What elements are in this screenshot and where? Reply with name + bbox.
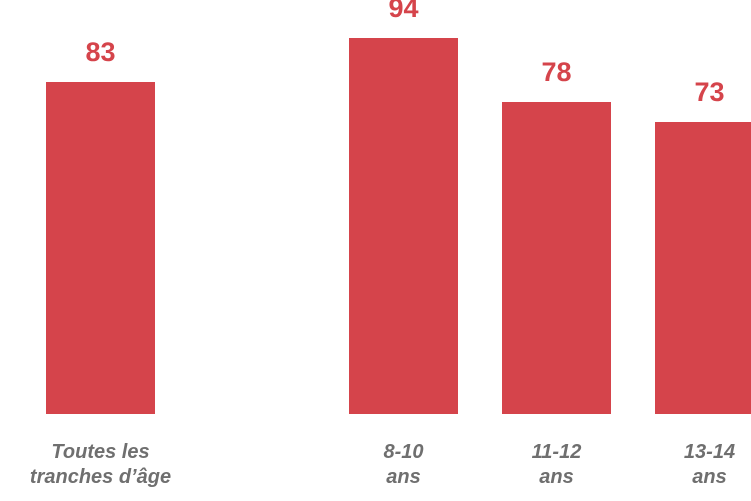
category-label-13-14: 13-14 ans [683, 441, 736, 488]
bar-all-ages [46, 82, 155, 414]
data-label-11-12: 78 [541, 57, 571, 87]
data-label-8-10: 94 [388, 0, 418, 23]
data-label-all-ages: 83 [85, 37, 115, 67]
bar-8-10 [349, 38, 458, 414]
category-label-all-ages: Toutes les tranches d’âge [29, 441, 172, 488]
bar-11-12 [502, 102, 611, 414]
category-label-11-12: 11-12 ans [531, 441, 582, 488]
bar-13-14 [655, 122, 751, 414]
data-label-13-14: 73 [694, 77, 724, 107]
category-label-8-10: 8-10 ans [383, 441, 424, 488]
